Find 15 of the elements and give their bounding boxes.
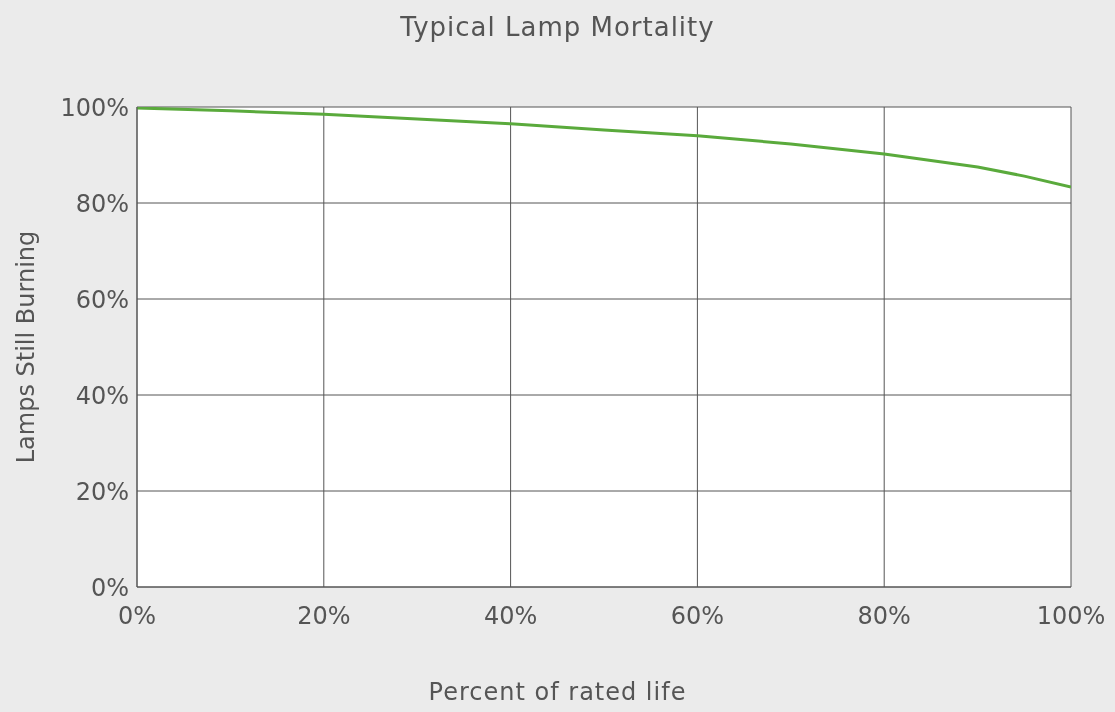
x-tick-label: 20% bbox=[297, 602, 351, 631]
y-axis-title: Lamps Still Burning bbox=[11, 230, 40, 464]
y-tick-label: 40% bbox=[75, 381, 129, 410]
x-tick-label: 80% bbox=[857, 602, 911, 631]
x-tick-label: 40% bbox=[483, 602, 538, 631]
chart-title: Typical Lamp Mortality bbox=[399, 12, 716, 42]
y-tick-label: 60% bbox=[75, 285, 129, 314]
y-tick-label: 100% bbox=[60, 93, 129, 122]
x-axis-title: Percent of rated life bbox=[427, 678, 688, 706]
x-tick-label: 0% bbox=[117, 602, 157, 631]
x-tick-label: 60% bbox=[670, 602, 725, 631]
y-tick-label: 80% bbox=[75, 189, 129, 218]
y-tick-label: 20% bbox=[75, 477, 129, 506]
y-tick-label: 0% bbox=[90, 573, 129, 602]
x-tick-label: 100% bbox=[1036, 602, 1106, 631]
